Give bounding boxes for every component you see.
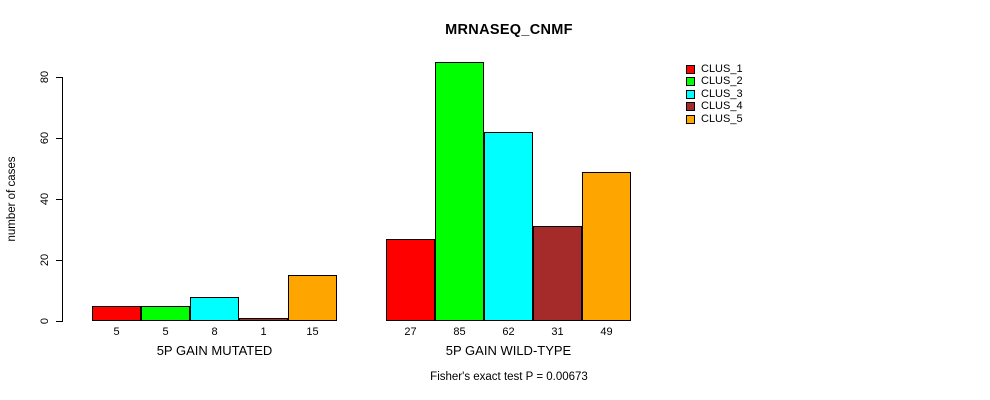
- legend-label: CLUS_3: [701, 87, 743, 100]
- y-tick: [56, 260, 62, 261]
- bar-value-label: 1: [260, 326, 267, 338]
- legend-row: CLUS_5: [686, 113, 743, 126]
- bar-value-label: 15: [306, 326, 319, 338]
- bar-value-label: 5: [162, 326, 169, 338]
- legend-label: CLUS_2: [701, 75, 743, 88]
- legend-swatch: [686, 77, 695, 87]
- bar-clus_1: [92, 306, 141, 321]
- y-tick: [56, 77, 62, 78]
- bar-value-label: 62: [502, 326, 515, 338]
- bar-value-label: 85: [453, 326, 466, 338]
- legend-row: CLUS_3: [686, 88, 743, 101]
- bar-value-label: 49: [600, 326, 613, 338]
- fisher-test-caption: Fisher's exact test P = 0.00673: [430, 371, 588, 383]
- y-tick-label: 60: [39, 131, 51, 145]
- chart-title: MRNASEQ_CNMF: [445, 22, 573, 38]
- y-axis-line: [62, 77, 63, 322]
- y-tick: [56, 199, 62, 200]
- group-label: 5P GAIN MUTATED: [156, 343, 273, 358]
- bar-value-label: 31: [551, 326, 564, 338]
- bar-clus_2: [435, 62, 484, 321]
- bar-clus_2: [141, 306, 190, 321]
- bar-value-label: 8: [211, 326, 218, 338]
- legend-row: CLUS_1: [686, 63, 743, 76]
- bar-clus_5: [288, 275, 337, 321]
- legend-swatch: [686, 102, 695, 112]
- legend-swatch: [686, 64, 695, 74]
- bar-clus_4: [239, 318, 288, 321]
- legend-row: CLUS_4: [686, 101, 743, 114]
- bar-clus_3: [190, 297, 239, 321]
- group-label: 5P GAIN WILD-TYPE: [445, 343, 572, 358]
- bar-clus_5: [582, 172, 631, 321]
- y-axis-label: number of cases: [6, 156, 18, 242]
- bar-clus_1: [386, 239, 435, 321]
- legend: CLUS_1 CLUS_2 CLUS_3 CLUS_4 CLUS_5: [686, 63, 743, 126]
- legend-label: CLUS_1: [701, 62, 743, 75]
- y-tick: [56, 321, 62, 322]
- bar-value-label: 27: [404, 326, 417, 338]
- legend-label: CLUS_4: [701, 100, 743, 113]
- bar-value-label: 5: [113, 326, 120, 338]
- y-tick: [56, 138, 62, 139]
- y-tick-label: 20: [39, 253, 51, 267]
- legend-swatch: [686, 114, 695, 124]
- legend-row: CLUS_2: [686, 76, 743, 89]
- y-tick-label: 0: [39, 317, 51, 325]
- bar-clus_3: [484, 132, 533, 321]
- y-tick-label: 40: [39, 192, 51, 206]
- bar-clus_4: [533, 226, 582, 321]
- legend-swatch: [686, 89, 695, 99]
- legend-label: CLUS_5: [701, 112, 743, 125]
- y-tick-label: 80: [39, 70, 51, 84]
